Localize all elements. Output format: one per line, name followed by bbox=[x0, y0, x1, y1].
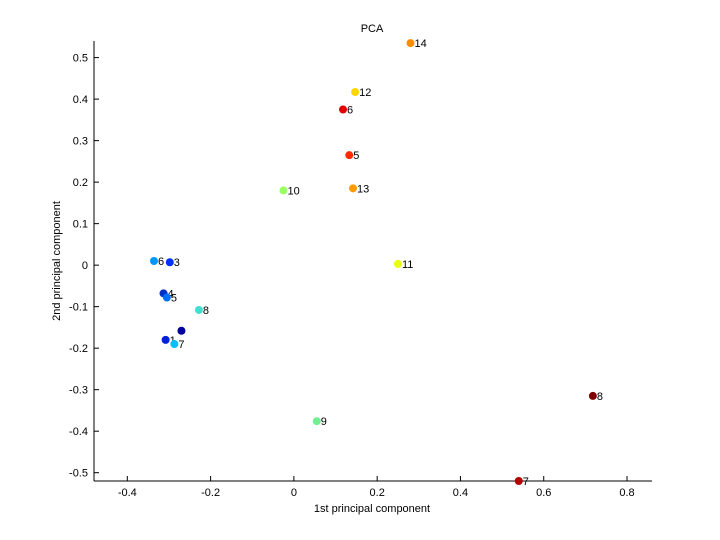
data-point-label: 6 bbox=[347, 104, 353, 116]
x-tick-label: -0.4 bbox=[118, 487, 137, 499]
x-tick-label: 0.6 bbox=[536, 487, 551, 499]
data-point bbox=[161, 335, 170, 344]
data-point-label: 12 bbox=[359, 87, 371, 99]
chart-title: PCA bbox=[361, 23, 384, 35]
data-point-label: 3 bbox=[174, 257, 180, 269]
data-point bbox=[162, 293, 171, 302]
data-points: 1412651310116345817987 bbox=[149, 38, 603, 488]
data-point bbox=[588, 391, 597, 400]
x-tick-label: 0 bbox=[291, 487, 297, 499]
y-tick-label: -0.5 bbox=[69, 468, 88, 480]
data-point bbox=[393, 259, 402, 268]
y-tick-label: -0.4 bbox=[69, 426, 88, 438]
y-tick-label: 0.5 bbox=[73, 53, 88, 65]
data-point-label: 13 bbox=[357, 183, 369, 195]
data-point bbox=[514, 477, 523, 485]
y-tick-label: -0.1 bbox=[69, 302, 88, 314]
data-point-label: 5 bbox=[171, 293, 177, 305]
data-point bbox=[177, 326, 186, 335]
x-tick-label: 0.4 bbox=[453, 487, 468, 499]
data-point bbox=[345, 151, 354, 160]
x-axis-ticks: -0.4 -0.2 0 0.2 0.4 0.6 0.8 bbox=[118, 476, 635, 499]
y-axis-ticks: 0.5 0.4 0.3 0.2 0.1 0 -0.1 -0.2 -0.3 -0.4 -0.5 bbox=[69, 53, 99, 480]
data-point-label: 10 bbox=[287, 185, 299, 197]
data-point bbox=[406, 39, 415, 48]
data-point bbox=[170, 340, 179, 349]
data-point bbox=[349, 184, 358, 193]
data-point-label: 5 bbox=[353, 150, 359, 162]
y-tick-label: 0.1 bbox=[73, 219, 88, 231]
y-tick-label: 0 bbox=[82, 260, 88, 272]
y-tick-label: 0.4 bbox=[73, 94, 88, 106]
y-tick-label: 0.2 bbox=[73, 177, 88, 189]
data-point bbox=[339, 105, 348, 114]
data-point-label: 8 bbox=[597, 391, 603, 403]
data-point-label: 11 bbox=[402, 259, 413, 271]
plot-area bbox=[93, 41, 652, 482]
data-point bbox=[312, 417, 321, 426]
data-point-label: 14 bbox=[414, 38, 426, 50]
data-point bbox=[149, 257, 158, 265]
x-axis-title: 1st principal component bbox=[314, 503, 430, 515]
data-point bbox=[279, 186, 288, 195]
data-point bbox=[351, 88, 360, 97]
x-tick-label: -0.2 bbox=[201, 487, 220, 499]
data-point-label: 6 bbox=[158, 256, 164, 268]
x-tick-label: 0.2 bbox=[370, 487, 385, 499]
y-tick-label: -0.2 bbox=[69, 343, 88, 355]
data-point-label: 7 bbox=[523, 476, 529, 488]
data-point bbox=[194, 305, 203, 314]
data-point-label: 4 bbox=[168, 288, 174, 300]
data-point-label: 9 bbox=[321, 416, 327, 428]
data-point bbox=[165, 258, 174, 267]
data-point-label: 7 bbox=[178, 339, 184, 351]
y-axis-title: 2nd principal component bbox=[51, 201, 63, 321]
x-tick-label: 0.8 bbox=[619, 487, 634, 499]
y-tick-label: -0.3 bbox=[69, 385, 88, 397]
y-tick-label: 0.3 bbox=[73, 136, 88, 148]
data-point-label: 8 bbox=[203, 305, 209, 317]
